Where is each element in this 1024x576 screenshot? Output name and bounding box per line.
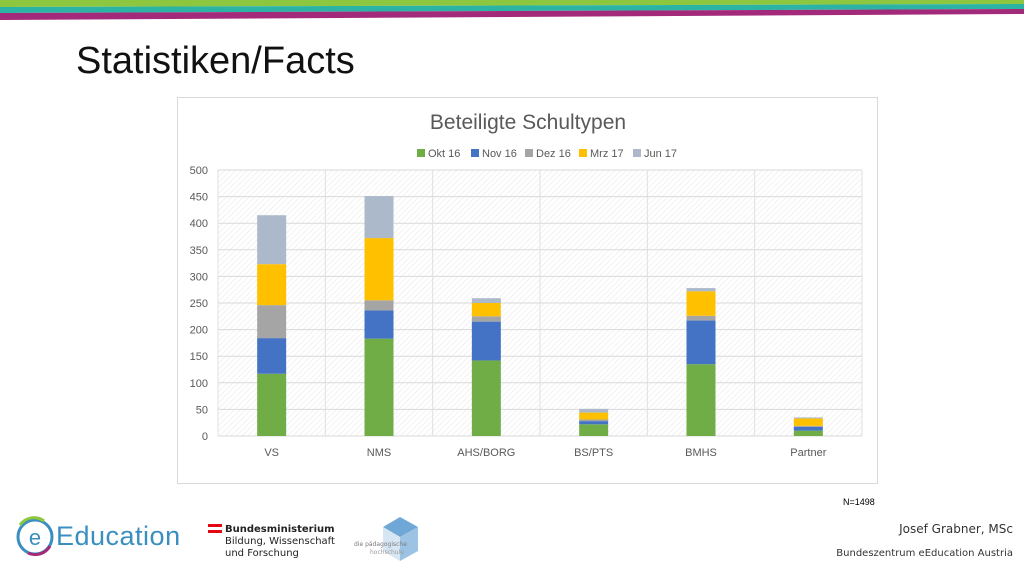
slide-title: Statistiken/Facts: [76, 40, 355, 82]
stacked-bar-chart: Beteiligte Schultypen Okt 16 Nov 16 Dez 16…: [190, 111, 863, 459]
bar-segment: [686, 315, 716, 321]
legend-label: Nov 16: [482, 148, 517, 160]
svg-text:die pädagogische: die pädagogische: [354, 541, 407, 548]
sample-size-note: N=1498: [843, 497, 875, 507]
organization-name: Bundeszentrum eEducation Austria: [836, 548, 1013, 559]
y-tick-label: 500: [190, 165, 208, 177]
bar-segment: [793, 417, 823, 419]
ministry-line-2: Bildung, Wissenschaft: [225, 536, 335, 547]
bar-segment: [471, 316, 501, 322]
chart-title: Beteiligte Schultypen: [430, 111, 626, 134]
x-tick-label: AHS/BORG: [457, 447, 515, 459]
bar-segment: [364, 338, 394, 436]
svg-text:hochschule: hochschule: [370, 549, 404, 556]
brand-name: Education: [56, 521, 181, 551]
bar-segment: [793, 418, 823, 426]
bar-segment: [257, 373, 287, 436]
bar-segment: [364, 300, 394, 311]
bar-segment: [579, 408, 609, 413]
brand-letter: e: [29, 525, 41, 550]
chart-frame: Beteiligte Schultypen Okt 16 Nov 16 Dez 16…: [177, 97, 878, 484]
bars: [257, 196, 823, 436]
x-tick-label: VS: [264, 447, 279, 459]
y-tick-label: 400: [190, 218, 208, 230]
eeducation-logo-icon: e: [16, 516, 54, 557]
y-tick-label: 50: [196, 404, 208, 416]
y-tick-label: 250: [190, 298, 208, 310]
ministry-logo-text: Bundesministerium Bildung, Wissenschaft …: [225, 524, 335, 560]
x-axis: VS NMS AHS/BORG BS/PTS BMHS Partner: [264, 447, 826, 459]
chart-legend: Okt 16 Nov 16 Dez 16 Mrz 17 Jun 17: [417, 148, 677, 160]
top-stripes: [0, 0, 1024, 20]
ph-logo-icon: die pädagogische hochschule: [354, 517, 418, 561]
y-tick-label: 350: [190, 245, 208, 257]
bar-segment: [471, 360, 501, 436]
bar-segment: [793, 430, 823, 436]
bar-segment: [686, 364, 716, 436]
legend-swatch: [417, 149, 425, 157]
bar-segment: [257, 338, 287, 374]
y-tick-label: 200: [190, 325, 208, 337]
legend-label: Jun 17: [644, 148, 677, 160]
bar-segment: [686, 291, 716, 316]
y-tick-label: 0: [202, 431, 208, 443]
austria-flag-icon: [208, 524, 222, 533]
y-tick-label: 100: [190, 378, 208, 390]
legend-swatch: [471, 149, 479, 157]
x-tick-label: Partner: [790, 447, 826, 459]
legend-swatch: [525, 149, 533, 157]
bar-segment: [257, 215, 287, 265]
bar-segment: [364, 196, 394, 239]
legend-label: Mrz 17: [590, 148, 624, 160]
legend-swatch: [579, 149, 587, 157]
legend-swatch: [633, 149, 641, 157]
y-axis: 0 50 100 150 200 250 300 350 400 450 500: [190, 165, 208, 443]
y-tick-label: 450: [190, 192, 208, 204]
grid-lines: [217, 169, 863, 437]
bar-segment: [793, 425, 823, 427]
y-tick-label: 150: [190, 351, 208, 363]
x-tick-label: NMS: [367, 447, 391, 459]
legend-label: Okt 16: [428, 148, 460, 160]
bar-segment: [471, 303, 501, 317]
x-tick-label: BS/PTS: [574, 447, 613, 459]
bar-segment: [364, 238, 394, 301]
ministry-line-3: und Forschung: [225, 548, 299, 559]
x-tick-label: BMHS: [685, 447, 717, 459]
author-name: Josef Grabner, MSc: [899, 522, 1013, 536]
bar-segment: [579, 424, 609, 436]
y-tick-label: 300: [190, 271, 208, 283]
bar-segment: [686, 288, 716, 292]
legend-label: Dez 16: [536, 148, 571, 160]
bar-segment: [471, 321, 501, 361]
bar-segment: [686, 320, 716, 365]
ministry-line-1: Bundesministerium: [225, 524, 335, 535]
bar-segment: [793, 426, 823, 431]
bar-segment: [471, 298, 501, 303]
bar-segment: [579, 419, 609, 422]
bar-segment: [257, 264, 287, 306]
bar-segment: [579, 421, 609, 425]
bar-segment: [364, 310, 394, 339]
bar-segment: [257, 305, 287, 339]
bar-segment: [579, 412, 609, 420]
